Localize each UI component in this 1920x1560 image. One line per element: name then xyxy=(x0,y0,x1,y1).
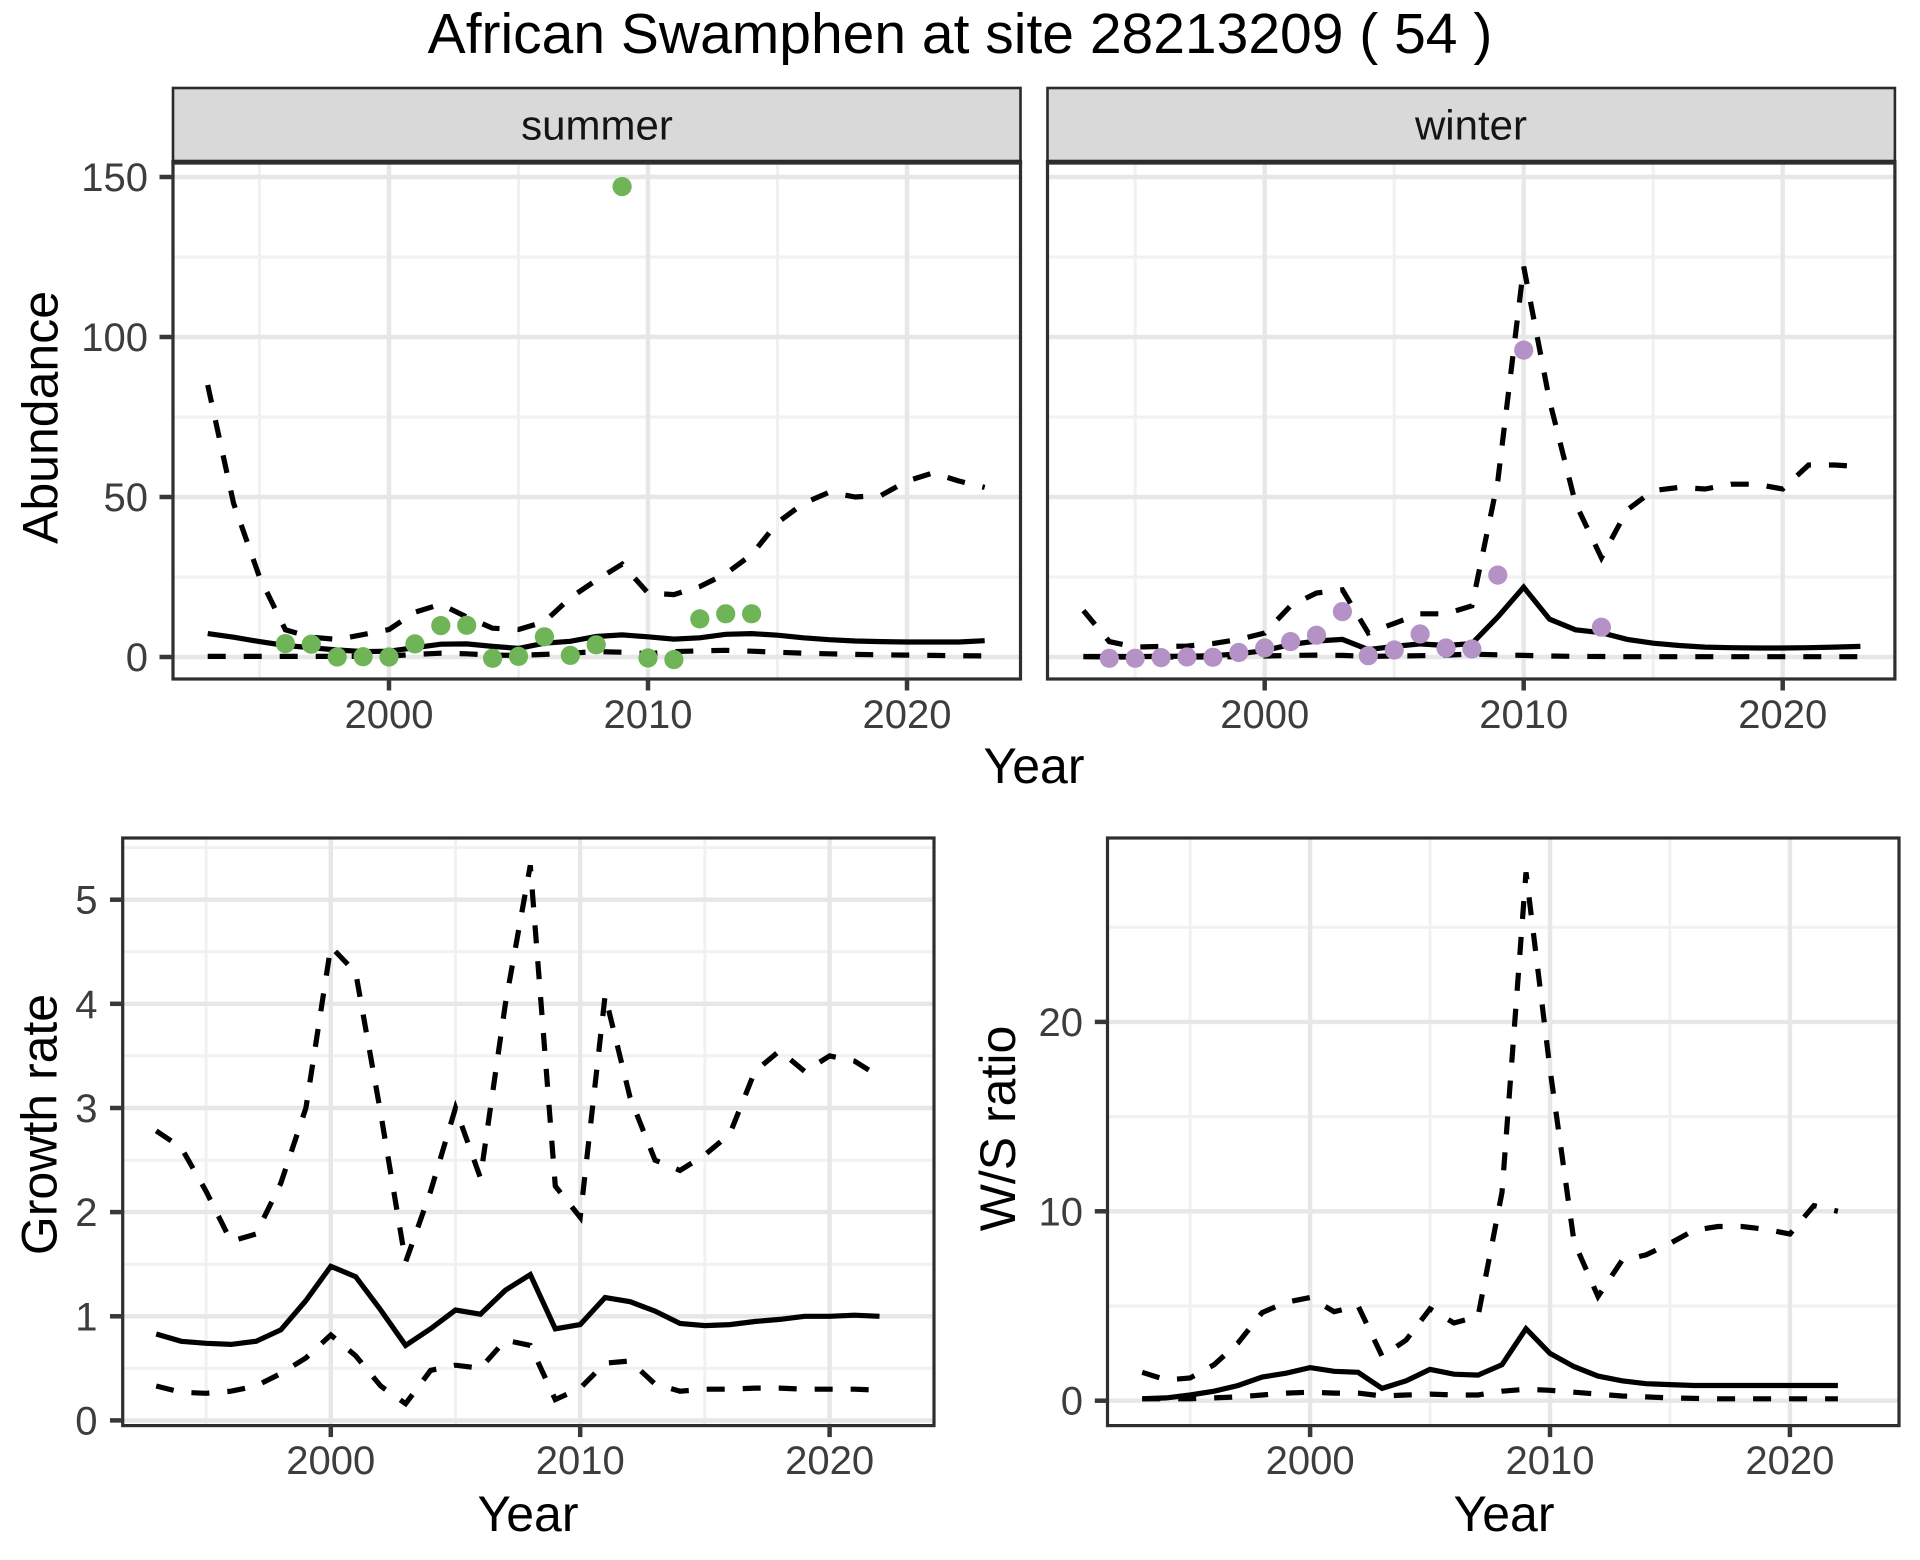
svg-text:Year: Year xyxy=(1453,1486,1554,1542)
svg-text:3: 3 xyxy=(75,1087,97,1131)
svg-text:100: 100 xyxy=(81,316,148,360)
svg-text:2020: 2020 xyxy=(863,693,952,737)
svg-text:5: 5 xyxy=(75,879,97,923)
svg-text:4: 4 xyxy=(75,983,97,1027)
svg-text:2000: 2000 xyxy=(1266,1439,1355,1483)
svg-text:2010: 2010 xyxy=(604,693,693,737)
svg-text:2010: 2010 xyxy=(536,1439,625,1483)
svg-text:2000: 2000 xyxy=(286,1439,375,1483)
svg-text:2010: 2010 xyxy=(1479,693,1568,737)
svg-text:W/S ratio: W/S ratio xyxy=(970,1026,1026,1232)
svg-text:0: 0 xyxy=(126,636,148,680)
svg-text:2020: 2020 xyxy=(1745,1439,1834,1483)
svg-text:Year: Year xyxy=(477,1486,578,1542)
svg-text:African Swamphen at site 28213: African Swamphen at site 28213209 ( 54 ) xyxy=(428,2,1493,66)
svg-text:2: 2 xyxy=(75,1191,97,1235)
svg-text:2010: 2010 xyxy=(1506,1439,1595,1483)
svg-text:Year: Year xyxy=(983,738,1084,794)
svg-text:2000: 2000 xyxy=(345,693,434,737)
svg-text:summer: summer xyxy=(521,102,673,149)
svg-text:2020: 2020 xyxy=(1738,693,1827,737)
svg-text:2000: 2000 xyxy=(1220,693,1309,737)
svg-text:10: 10 xyxy=(1039,1190,1084,1234)
svg-text:20: 20 xyxy=(1039,1001,1084,1045)
svg-text:50: 50 xyxy=(104,476,149,520)
svg-text:Growth rate: Growth rate xyxy=(12,994,68,1255)
svg-text:0: 0 xyxy=(75,1399,97,1443)
svg-text:1: 1 xyxy=(75,1295,97,1339)
svg-text:Abundance: Abundance xyxy=(13,291,69,544)
svg-text:0: 0 xyxy=(1061,1380,1083,1424)
svg-text:150: 150 xyxy=(81,156,148,200)
svg-text:winter: winter xyxy=(1414,102,1527,149)
svg-text:2020: 2020 xyxy=(785,1439,874,1483)
